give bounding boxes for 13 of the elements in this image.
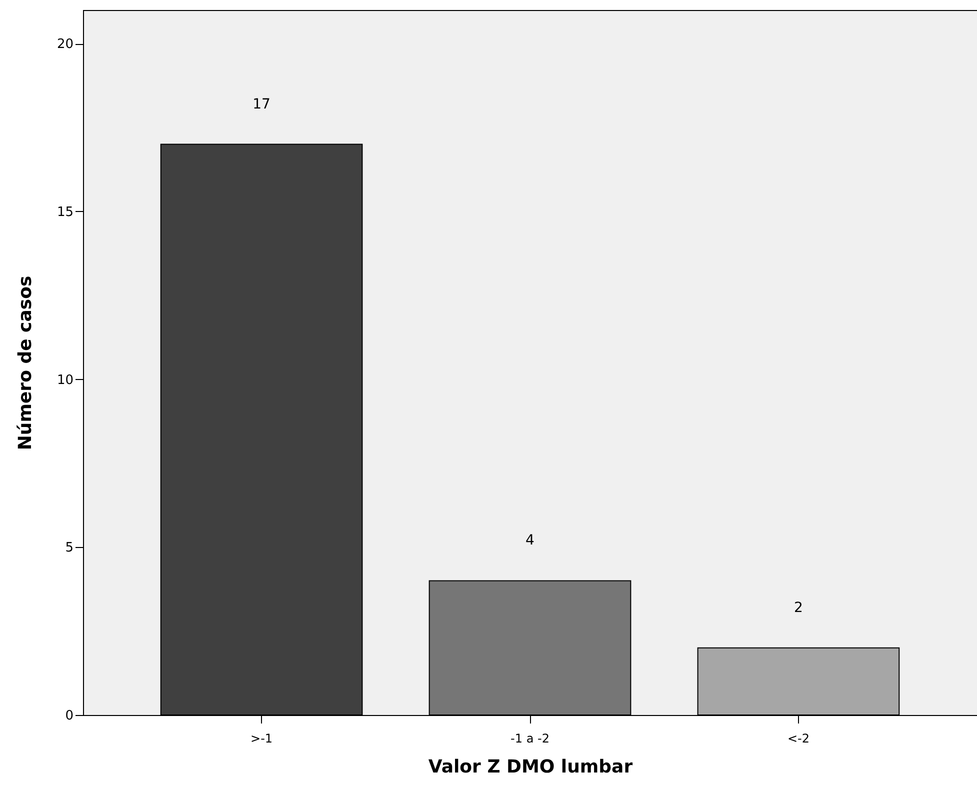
data-label: 2 — [794, 600, 803, 616]
y-tick-label: 15 — [56, 204, 74, 220]
data-label: 4 — [526, 532, 535, 549]
y-tick-label: 10 — [56, 372, 74, 388]
y-tick-label: 5 — [65, 540, 74, 556]
y-tick-label: 0 — [65, 708, 74, 724]
x-tick-label: -1 a -2 — [510, 732, 550, 746]
x-axis-title: Valor Z DMO lumbar — [428, 756, 633, 778]
y-axis-title: Número de casos — [14, 276, 36, 450]
data-label: 17 — [252, 96, 270, 112]
x-tick-label: <-2 — [787, 732, 810, 746]
y-tick-label: 20 — [56, 37, 74, 52]
x-tick-label: >-1 — [250, 732, 273, 746]
